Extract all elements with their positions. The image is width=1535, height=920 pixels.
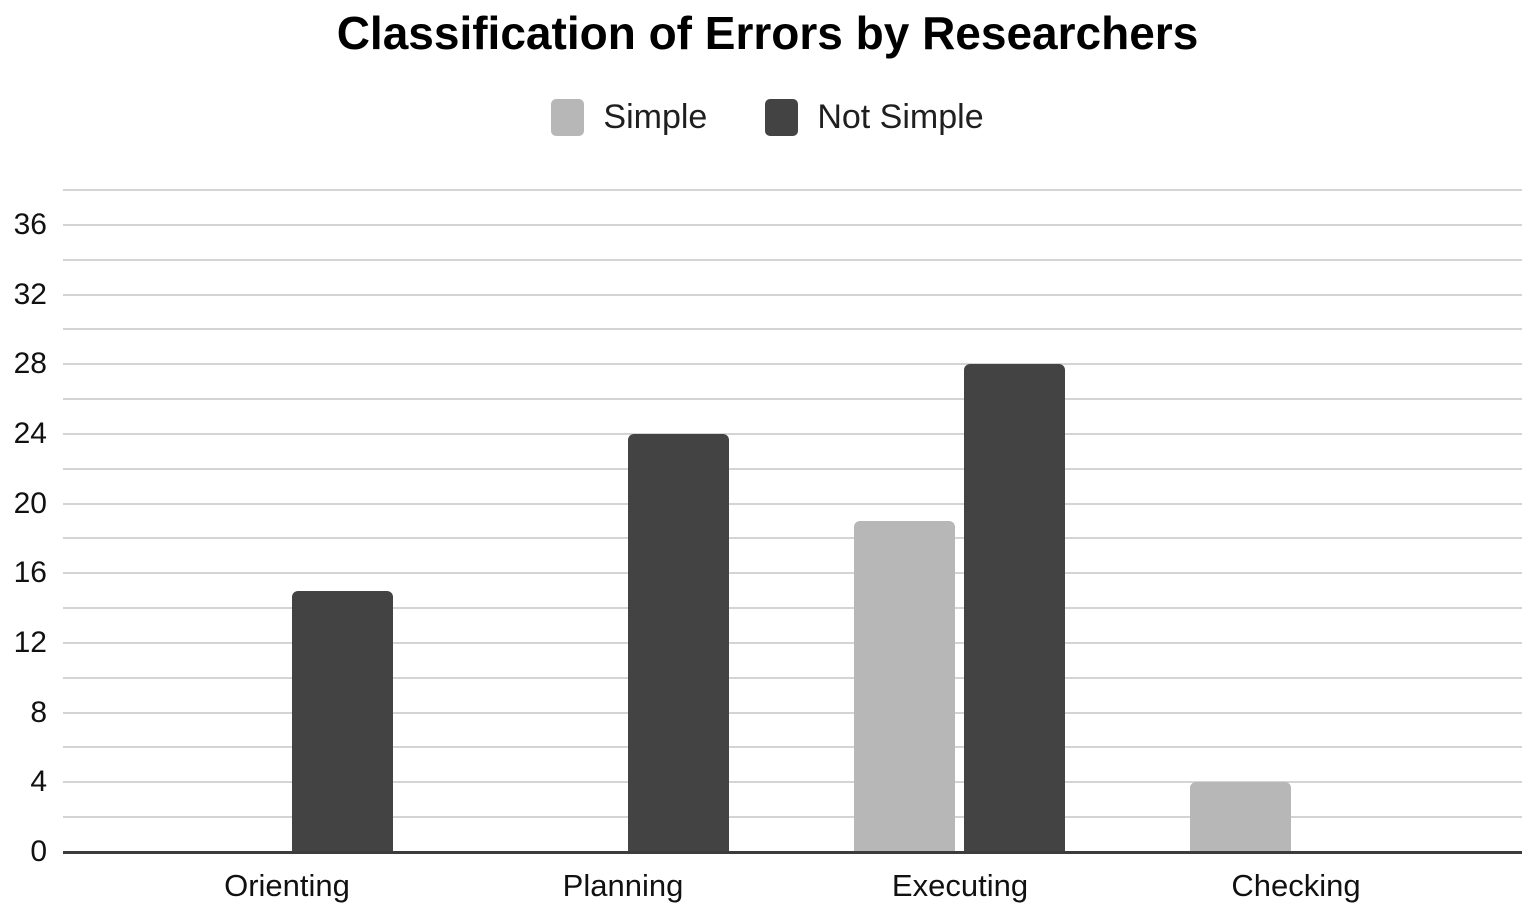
- y-axis-tick-label: 8: [30, 695, 47, 729]
- x-axis-category-label: Executing: [891, 868, 1029, 903]
- gridline: [63, 746, 1522, 749]
- gridline: [63, 328, 1522, 331]
- y-axis-tick-label: 32: [13, 277, 47, 311]
- legend: Simple Not Simple: [0, 98, 1535, 137]
- bar-orienting-not-simple: [292, 591, 393, 852]
- y-axis-tick-label: 16: [13, 556, 47, 590]
- gridline: [63, 676, 1522, 679]
- gridline: [63, 398, 1522, 401]
- gridline: [63, 432, 1522, 435]
- y-axis-tick-label: 28: [13, 347, 47, 381]
- y-axis-tick-label: 4: [30, 765, 47, 799]
- gridline: [63, 641, 1522, 644]
- x-axis-category-label: Planning: [562, 868, 684, 903]
- gridline: [63, 467, 1522, 470]
- gridline: [63, 607, 1522, 610]
- y-axis-tick-label: 0: [30, 835, 47, 868]
- legend-label: Not Simple: [817, 98, 984, 136]
- bar-executing-simple: [854, 521, 955, 852]
- legend-swatch: [551, 99, 585, 136]
- bar-executing-not-simple: [964, 364, 1065, 852]
- legend-label: Simple: [603, 98, 708, 136]
- gridline: [63, 711, 1522, 714]
- gridline: [63, 572, 1522, 575]
- y-axis-tick-label: 12: [13, 625, 47, 659]
- bar-planning-not-simple: [628, 434, 729, 852]
- gridline: [63, 363, 1522, 366]
- gridline: [63, 502, 1522, 505]
- gridline: [63, 293, 1522, 296]
- gridline: [63, 537, 1522, 540]
- gridline: [63, 816, 1522, 819]
- bar-checking-simple: [1190, 782, 1291, 852]
- legend-swatch: [765, 99, 799, 136]
- y-axis-tick-label: 20: [13, 486, 47, 520]
- y-axis-tick-label: 36: [13, 207, 47, 241]
- legend-item-simple: Simple: [551, 98, 707, 137]
- x-axis-category-label: Orienting: [224, 868, 350, 903]
- gridline: [63, 223, 1522, 226]
- y-axis-tick-label: 24: [13, 416, 47, 450]
- x-axis-line: [63, 851, 1522, 854]
- gridline: [63, 781, 1522, 784]
- x-axis-category-label: Checking: [1231, 868, 1361, 903]
- legend-item-not-simple: Not Simple: [765, 98, 984, 137]
- gridline: [63, 258, 1522, 261]
- chart-title: Classification of Errors by Researchers: [336, 7, 1199, 59]
- gridline: [63, 189, 1522, 191]
